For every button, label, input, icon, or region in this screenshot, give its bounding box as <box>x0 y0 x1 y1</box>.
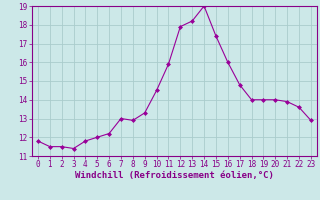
X-axis label: Windchill (Refroidissement éolien,°C): Windchill (Refroidissement éolien,°C) <box>75 171 274 180</box>
